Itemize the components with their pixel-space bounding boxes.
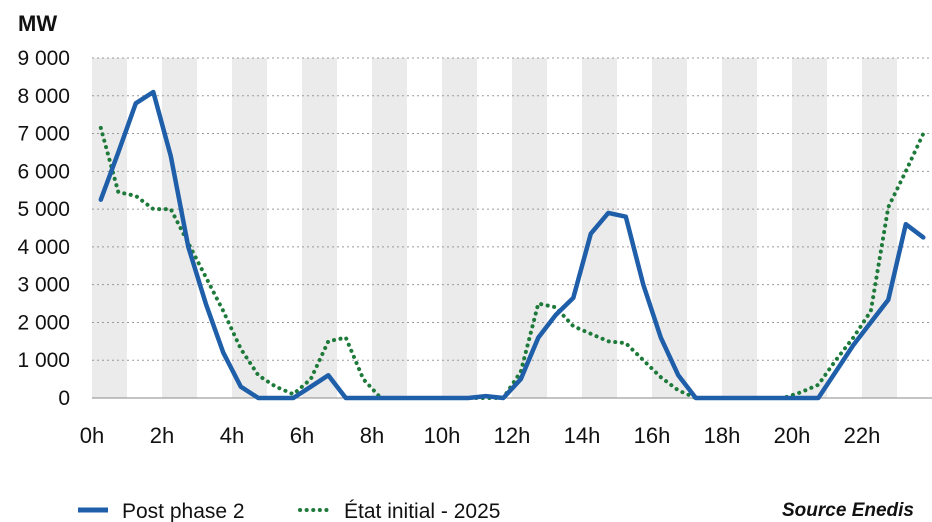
hour-band [757, 58, 792, 398]
x-tick-label: 16h [634, 423, 671, 448]
y-tick-label: 5 000 [17, 198, 70, 221]
hour-band [547, 58, 582, 398]
series-layer [98, 89, 926, 401]
hour-band [92, 58, 127, 398]
hour-band [652, 58, 687, 398]
y-tick-label: 1 000 [17, 349, 70, 372]
x-tick-label: 12h [494, 423, 531, 448]
hour-band [337, 58, 372, 398]
x-tick-label: 18h [704, 423, 741, 448]
x-tick-label: 8h [360, 423, 384, 448]
x-tick-label: 0h [80, 423, 104, 448]
y-tick-label: 8 000 [17, 85, 70, 108]
x-tick-label: 20h [774, 423, 811, 448]
x-tick-label: 22h [844, 423, 881, 448]
hour-band [267, 58, 302, 398]
unit-label: MW [18, 11, 57, 36]
y-tick-label: 9 000 [17, 47, 70, 70]
hour-band [372, 58, 407, 398]
y-tick-label: 2 000 [17, 311, 70, 334]
grid-bands [92, 58, 932, 398]
hour-band [442, 58, 477, 398]
legend-label: Post phase 2 [122, 500, 245, 522]
x-axis: 0h 2h 4h 6h 8h 10h 12h 14h 16h 18h 20h 22h [80, 423, 881, 448]
hour-band [407, 58, 442, 398]
hour-band [862, 58, 897, 398]
hour-band [302, 58, 337, 398]
hour-band [617, 58, 652, 398]
x-tick-label: 14h [564, 423, 601, 448]
hour-band [477, 58, 512, 398]
series-line-post-phase-2 [98, 89, 926, 401]
x-tick-label: 2h [150, 423, 174, 448]
x-tick-label: 10h [424, 423, 461, 448]
hour-band [687, 58, 722, 398]
x-tick-label: 6h [290, 423, 314, 448]
source-label: Source Enedis [782, 500, 914, 521]
hour-band [792, 58, 827, 398]
x-tick-label: 4h [220, 423, 244, 448]
y-tick-label: 4 000 [17, 236, 70, 259]
hour-band [582, 58, 617, 398]
legend: Post phase 2 État initial - 2025 [78, 500, 500, 522]
y-tick-label: 0 [58, 387, 70, 410]
legend-label: État initial - 2025 [344, 500, 500, 522]
hour-band [512, 58, 547, 398]
hour-band [722, 58, 757, 398]
y-tick-label: 6 000 [17, 160, 70, 183]
y-tick-label: 7 000 [17, 123, 70, 146]
y-axis: 0 1 000 2 000 3 000 4 000 5 000 6 000 7 000 8 00… [17, 47, 70, 410]
hour-band [197, 58, 232, 398]
hour-band [232, 58, 267, 398]
gridlines [92, 57, 932, 361]
y-tick-label: 3 000 [17, 274, 70, 297]
